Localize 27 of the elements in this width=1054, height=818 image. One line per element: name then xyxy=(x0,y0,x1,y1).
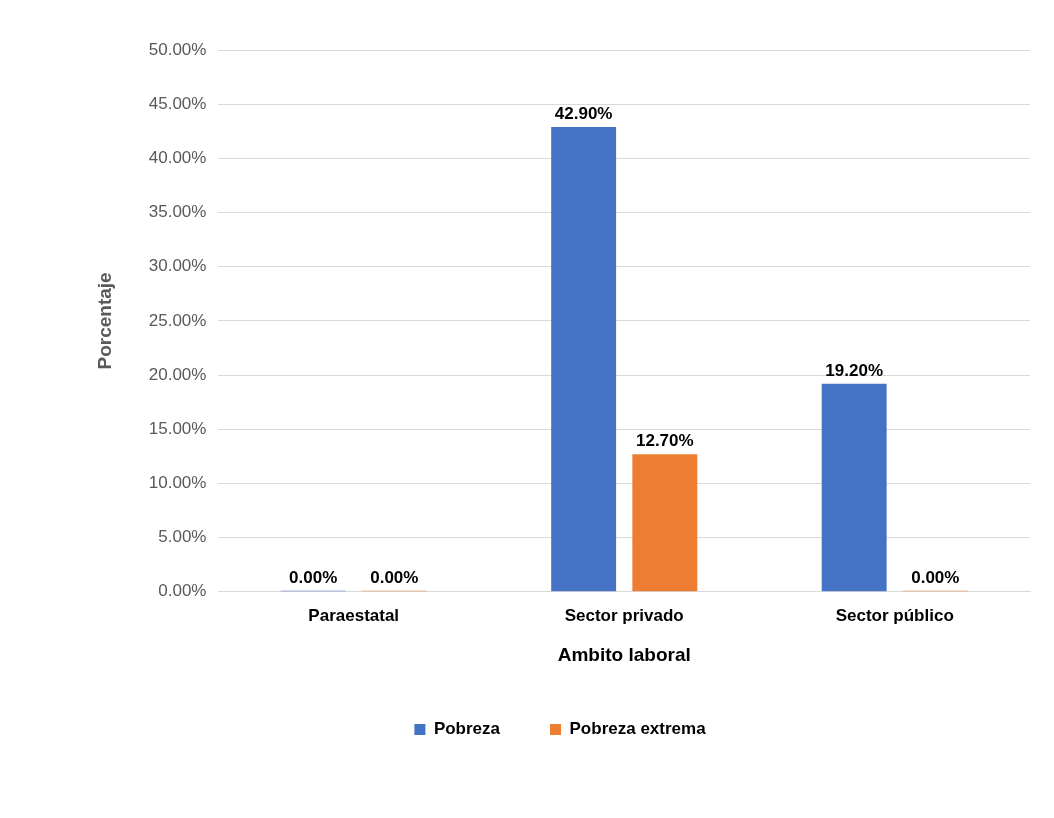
y-axis-title: Porcentaje xyxy=(93,272,115,370)
legend-label: Pobreza xyxy=(433,719,501,739)
y-tick-label: 10.00% xyxy=(148,473,207,493)
x-tick-label: Sector público xyxy=(835,605,954,625)
data-label: 42.90% xyxy=(554,104,613,124)
y-tick-label: 50.00% xyxy=(148,39,207,59)
y-tick-label: 25.00% xyxy=(148,310,207,330)
x-tick-label: Sector privado xyxy=(564,605,684,625)
x-axis-title: Ambito laboral xyxy=(557,643,691,665)
y-tick-label: 30.00% xyxy=(148,256,207,276)
bar xyxy=(632,454,698,592)
data-label: 0.00% xyxy=(911,567,960,587)
y-tick-label: 5.00% xyxy=(158,527,207,547)
data-label: 0.00% xyxy=(289,567,338,587)
data-label: 0.00% xyxy=(370,567,419,587)
bar xyxy=(551,126,617,592)
legend-label: Pobreza extrema xyxy=(569,719,707,739)
data-label: 19.20% xyxy=(825,360,883,380)
y-tick-label: 0.00% xyxy=(158,581,207,601)
y-tick-label: 15.00% xyxy=(148,418,207,438)
bar xyxy=(821,383,887,592)
y-tick-label: 40.00% xyxy=(148,148,207,168)
x-tick-label: Paraestatal xyxy=(308,605,400,625)
y-tick-label: 35.00% xyxy=(148,202,207,222)
y-tick-label: 45.00% xyxy=(148,93,207,113)
data-label: 12.70% xyxy=(635,431,694,451)
y-tick-label: 20.00% xyxy=(148,364,207,384)
